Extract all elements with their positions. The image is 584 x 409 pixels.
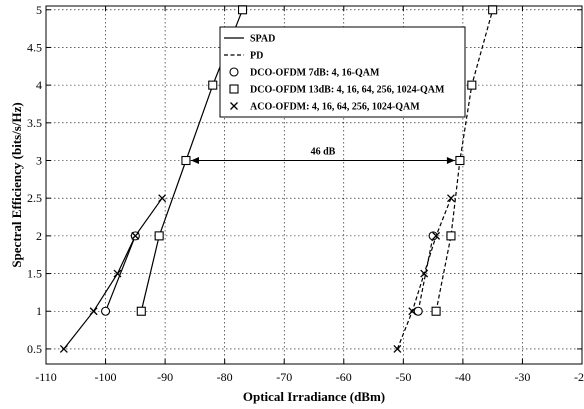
x-tick-label: -60 [336, 370, 352, 384]
cross-marker [447, 194, 455, 203]
y-tick-label: 4 [36, 78, 42, 92]
annotation-label: 46 dB [311, 147, 336, 158]
square-marker [431, 306, 441, 316]
cross-marker [113, 269, 122, 278]
legend-label: ACO-OFDM: 4, 16, 64, 256, 1024-QAM [250, 102, 420, 113]
circle-marker [428, 231, 438, 241]
legend-label: DCO-OFDM 13dB: 4, 16, 64, 256, 1024-QAM [250, 85, 445, 96]
annotation-arrowhead-left [190, 157, 199, 165]
cross-marker [89, 307, 98, 316]
plot-frame [45, 5, 583, 365]
square-marker [136, 306, 146, 316]
x-tick-label: -90 [157, 370, 173, 384]
y-tick-label: 2.5 [27, 191, 42, 205]
x-tick-label: -50 [395, 370, 411, 384]
y-tick-label: 1.5 [27, 267, 42, 281]
square-marker [237, 5, 248, 15]
circle-marker [413, 306, 423, 316]
annotation-layer: 46 dB [190, 147, 455, 165]
y-tick-label: 5 [36, 3, 42, 17]
circle-marker [229, 67, 239, 77]
legend-label: SPAD [250, 34, 275, 45]
x-tick-label: -20 [574, 370, 584, 384]
x-tick-label: -100 [95, 370, 117, 384]
square-marker [467, 80, 477, 90]
cross-marker [158, 194, 167, 203]
data-markers [59, 5, 498, 353]
cross-marker [230, 102, 238, 110]
x-tick-label: -80 [217, 370, 233, 384]
y-tick-label: 4.5 [27, 40, 42, 54]
square-marker [229, 84, 239, 94]
square-marker [181, 155, 191, 166]
y-tick-label: 3.5 [27, 116, 42, 130]
x-tick-label: -110 [35, 370, 57, 384]
y-tick-label: 1 [36, 304, 42, 318]
x-axis-label: Optical Irradiance (dBm) [243, 389, 385, 404]
cross-marker [131, 231, 140, 240]
legend-label: DCO-OFDM 7dB: 4, 16-QAM [250, 68, 380, 79]
legend: SPAD PD DCO-OFDM 7dB: 4, 16-QAM DCO-OFDM 13… [219, 26, 466, 118]
cross-marker [420, 269, 429, 278]
cross-marker [408, 307, 417, 316]
axis-ticks: -110 -100 -90 -80 -70 -60 -50 -40 -30 -20 0.5 1 1.5 2… [27, 3, 584, 384]
legend-box [219, 26, 466, 118]
cross-marker [59, 344, 68, 353]
square-marker [154, 231, 164, 241]
y-tick-label: 0.5 [27, 342, 42, 356]
square-marker [208, 80, 218, 90]
square-marker [446, 231, 456, 241]
cross-marker [432, 231, 441, 240]
annotation-arrowhead-right [446, 157, 455, 165]
y-tick-label: 3 [36, 154, 42, 168]
x-tick-label: -30 [514, 370, 530, 384]
series-line [105, 235, 136, 312]
y-axis-label: Spectral Efficiency (bits/s/Hz) [9, 102, 24, 267]
x-tick-label: -70 [276, 370, 292, 384]
square-marker [488, 5, 498, 15]
y-tick-label: 2 [36, 229, 42, 243]
square-marker [455, 155, 465, 166]
legend-label: PD [250, 51, 263, 62]
circle-marker [101, 306, 111, 316]
x-tick-label: -40 [455, 370, 471, 384]
cross-marker [393, 344, 402, 353]
